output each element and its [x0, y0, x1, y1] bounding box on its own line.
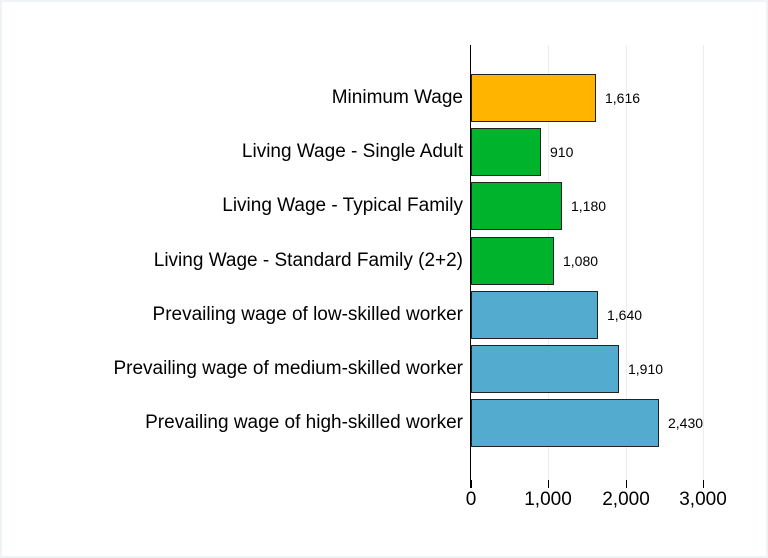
gridline — [626, 45, 627, 480]
x-tick-label: 3,000 — [679, 489, 727, 510]
category-label: Prevailing wage of high-skilled worker — [145, 412, 463, 433]
x-tick — [626, 480, 627, 488]
value-label: 2,430 — [668, 415, 704, 431]
value-label: 910 — [550, 144, 574, 160]
x-tick — [471, 480, 472, 488]
bar-5 — [471, 291, 598, 339]
category-label: Living Wage - Typical Family — [222, 195, 463, 216]
x-tick-label: 1,000 — [524, 489, 572, 510]
bar-1 — [471, 74, 596, 122]
value-label: 1,616 — [605, 90, 641, 106]
bar-3 — [471, 182, 562, 230]
x-tick-label: 2,000 — [602, 489, 650, 510]
gridline — [703, 45, 704, 480]
bar-6 — [471, 345, 619, 393]
value-label: 1,910 — [628, 361, 664, 377]
bar-2 — [471, 128, 541, 176]
y-axis-line — [470, 45, 471, 488]
category-label: Living Wage - Standard Family (2+2) — [153, 250, 463, 271]
value-label: 1,640 — [607, 307, 643, 323]
category-label: Living Wage - Single Adult — [241, 141, 463, 162]
value-label: 1,080 — [563, 253, 599, 269]
category-label: Prevailing wage of medium-skilled worker — [113, 358, 463, 379]
category-label: Prevailing wage of low-skilled worker — [152, 304, 463, 325]
value-label: 1,180 — [571, 198, 607, 214]
bar-7 — [471, 399, 659, 447]
x-tick-label: 0 — [465, 489, 477, 510]
x-tick — [548, 480, 549, 488]
bar-4 — [471, 237, 554, 285]
x-tick — [703, 480, 704, 488]
category-label: Minimum Wage — [331, 87, 463, 108]
